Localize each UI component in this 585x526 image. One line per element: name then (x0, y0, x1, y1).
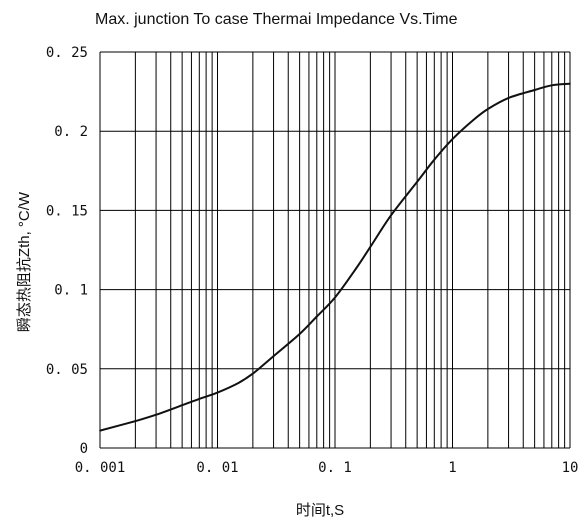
impedance-data-point (369, 246, 372, 248)
impedance-data-point (198, 398, 201, 400)
y-tick-label: 0 (80, 441, 88, 457)
impedance-data-point (134, 420, 137, 422)
impedance-data-point (272, 355, 275, 357)
chart-title: Max. junction To case Thermai Impedance … (95, 11, 458, 28)
impedance-data-point (569, 82, 571, 85)
impedance-data-point (433, 158, 436, 161)
impedance-data-point (237, 382, 239, 384)
tick-labels: 0. 001 0. 01 0. 1 1 10 0 0. 05 0. 1 0. 15 0. 2 0. … (46, 45, 579, 476)
impedance-data-point (334, 296, 336, 299)
impedance-data-point (507, 97, 510, 99)
impedance-data-point (99, 429, 101, 432)
impedance-data-point (298, 333, 301, 335)
x-tick-label: 1 (448, 460, 456, 476)
impedance-data-point (181, 404, 183, 407)
impedance-curve-line (99, 82, 571, 432)
x-axis-label: 时间t,S (296, 502, 344, 519)
y-tick-label: 0. 2 (54, 124, 88, 140)
y-tick-label: 0. 15 (46, 203, 88, 219)
y-axis-label: 瞬态热阻抗Zth, °C/W (16, 191, 33, 332)
grid (99, 51, 571, 449)
impedance-data-point (533, 89, 536, 91)
x-tick-label: 10 (562, 460, 579, 476)
impedance-data-point (216, 391, 219, 394)
curve-layer (99, 82, 571, 432)
y-tick-label: 0. 1 (54, 283, 88, 299)
impedance-data-point (551, 84, 553, 87)
y-tick-label: 0. 25 (46, 45, 88, 61)
impedance-data-point (451, 138, 454, 140)
impedance-data-point (472, 119, 475, 121)
impedance-data-point (416, 181, 418, 183)
impedance-data-point (252, 372, 254, 375)
x-tick-label: 0. 01 (196, 460, 238, 476)
impedance-data-point (487, 108, 489, 110)
impedance-data-point (390, 214, 392, 216)
impedance-data-point (155, 413, 157, 416)
impedance-data-point (354, 268, 357, 270)
impedance-data-point (316, 315, 318, 318)
x-tick-label: 0. 1 (318, 460, 352, 476)
x-tick-label: 0. 001 (75, 460, 126, 476)
y-tick-label: 0. 05 (46, 362, 88, 378)
